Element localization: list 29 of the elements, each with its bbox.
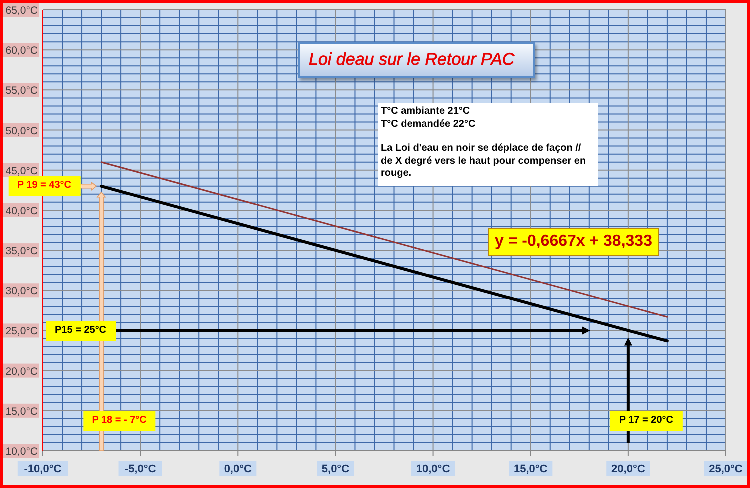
y-tick-label: 20,0°C — [6, 366, 38, 378]
y-tick-label: 45,0°C — [6, 165, 38, 178]
y-tick-label: 65,0°C — [6, 5, 38, 17]
x-tick-label: -5,0°C — [124, 464, 156, 476]
annotation: T°C ambiante 21°C — [381, 106, 472, 118]
y-tick-label: 25,0°C — [6, 326, 38, 338]
x-tick-label: 25,0°C — [709, 464, 743, 476]
annotation: T°C demandée 22°C — [381, 118, 477, 131]
y-tick-label: 35,0°C — [6, 246, 38, 258]
annotation: La Loi d'eau en noir se déplace de façon // de X degré vers le haut pour compenser en rouge. — [381, 143, 588, 180]
annotation: P 18 = - 7°C — [83, 411, 156, 431]
x-tick-label: 5,0°C — [322, 464, 350, 476]
annotation: P 17 = 20°C — [610, 411, 682, 431]
x-tick-label: 15,0°C — [514, 464, 548, 476]
x-tick-label: 20,0°C — [612, 464, 646, 476]
annotation: P 19 = 43°C — [8, 176, 81, 196]
y-tick-label: 15,0°C — [6, 406, 38, 418]
y-tick-label: 60,0°C — [6, 45, 38, 58]
y-tick-label: 40,0°C — [6, 205, 38, 218]
x-tick-label: -10,0°C — [24, 464, 62, 476]
annotation: P15 = 25°C — [46, 320, 116, 341]
annotation: y = -0,6667x + 38,333 — [488, 228, 660, 256]
y-tick-label: 10,0°C — [6, 446, 38, 458]
x-tick-label: 10,0°C — [416, 464, 450, 476]
x-tick-label: 0,0°C — [224, 464, 252, 476]
y-tick-label: 30,0°C — [6, 286, 38, 298]
y-tick-label: 55,0°C — [6, 85, 38, 98]
y-tick-label: 50,0°C — [6, 125, 38, 138]
text: Loi deau sur le Retour PAC — [309, 50, 515, 70]
